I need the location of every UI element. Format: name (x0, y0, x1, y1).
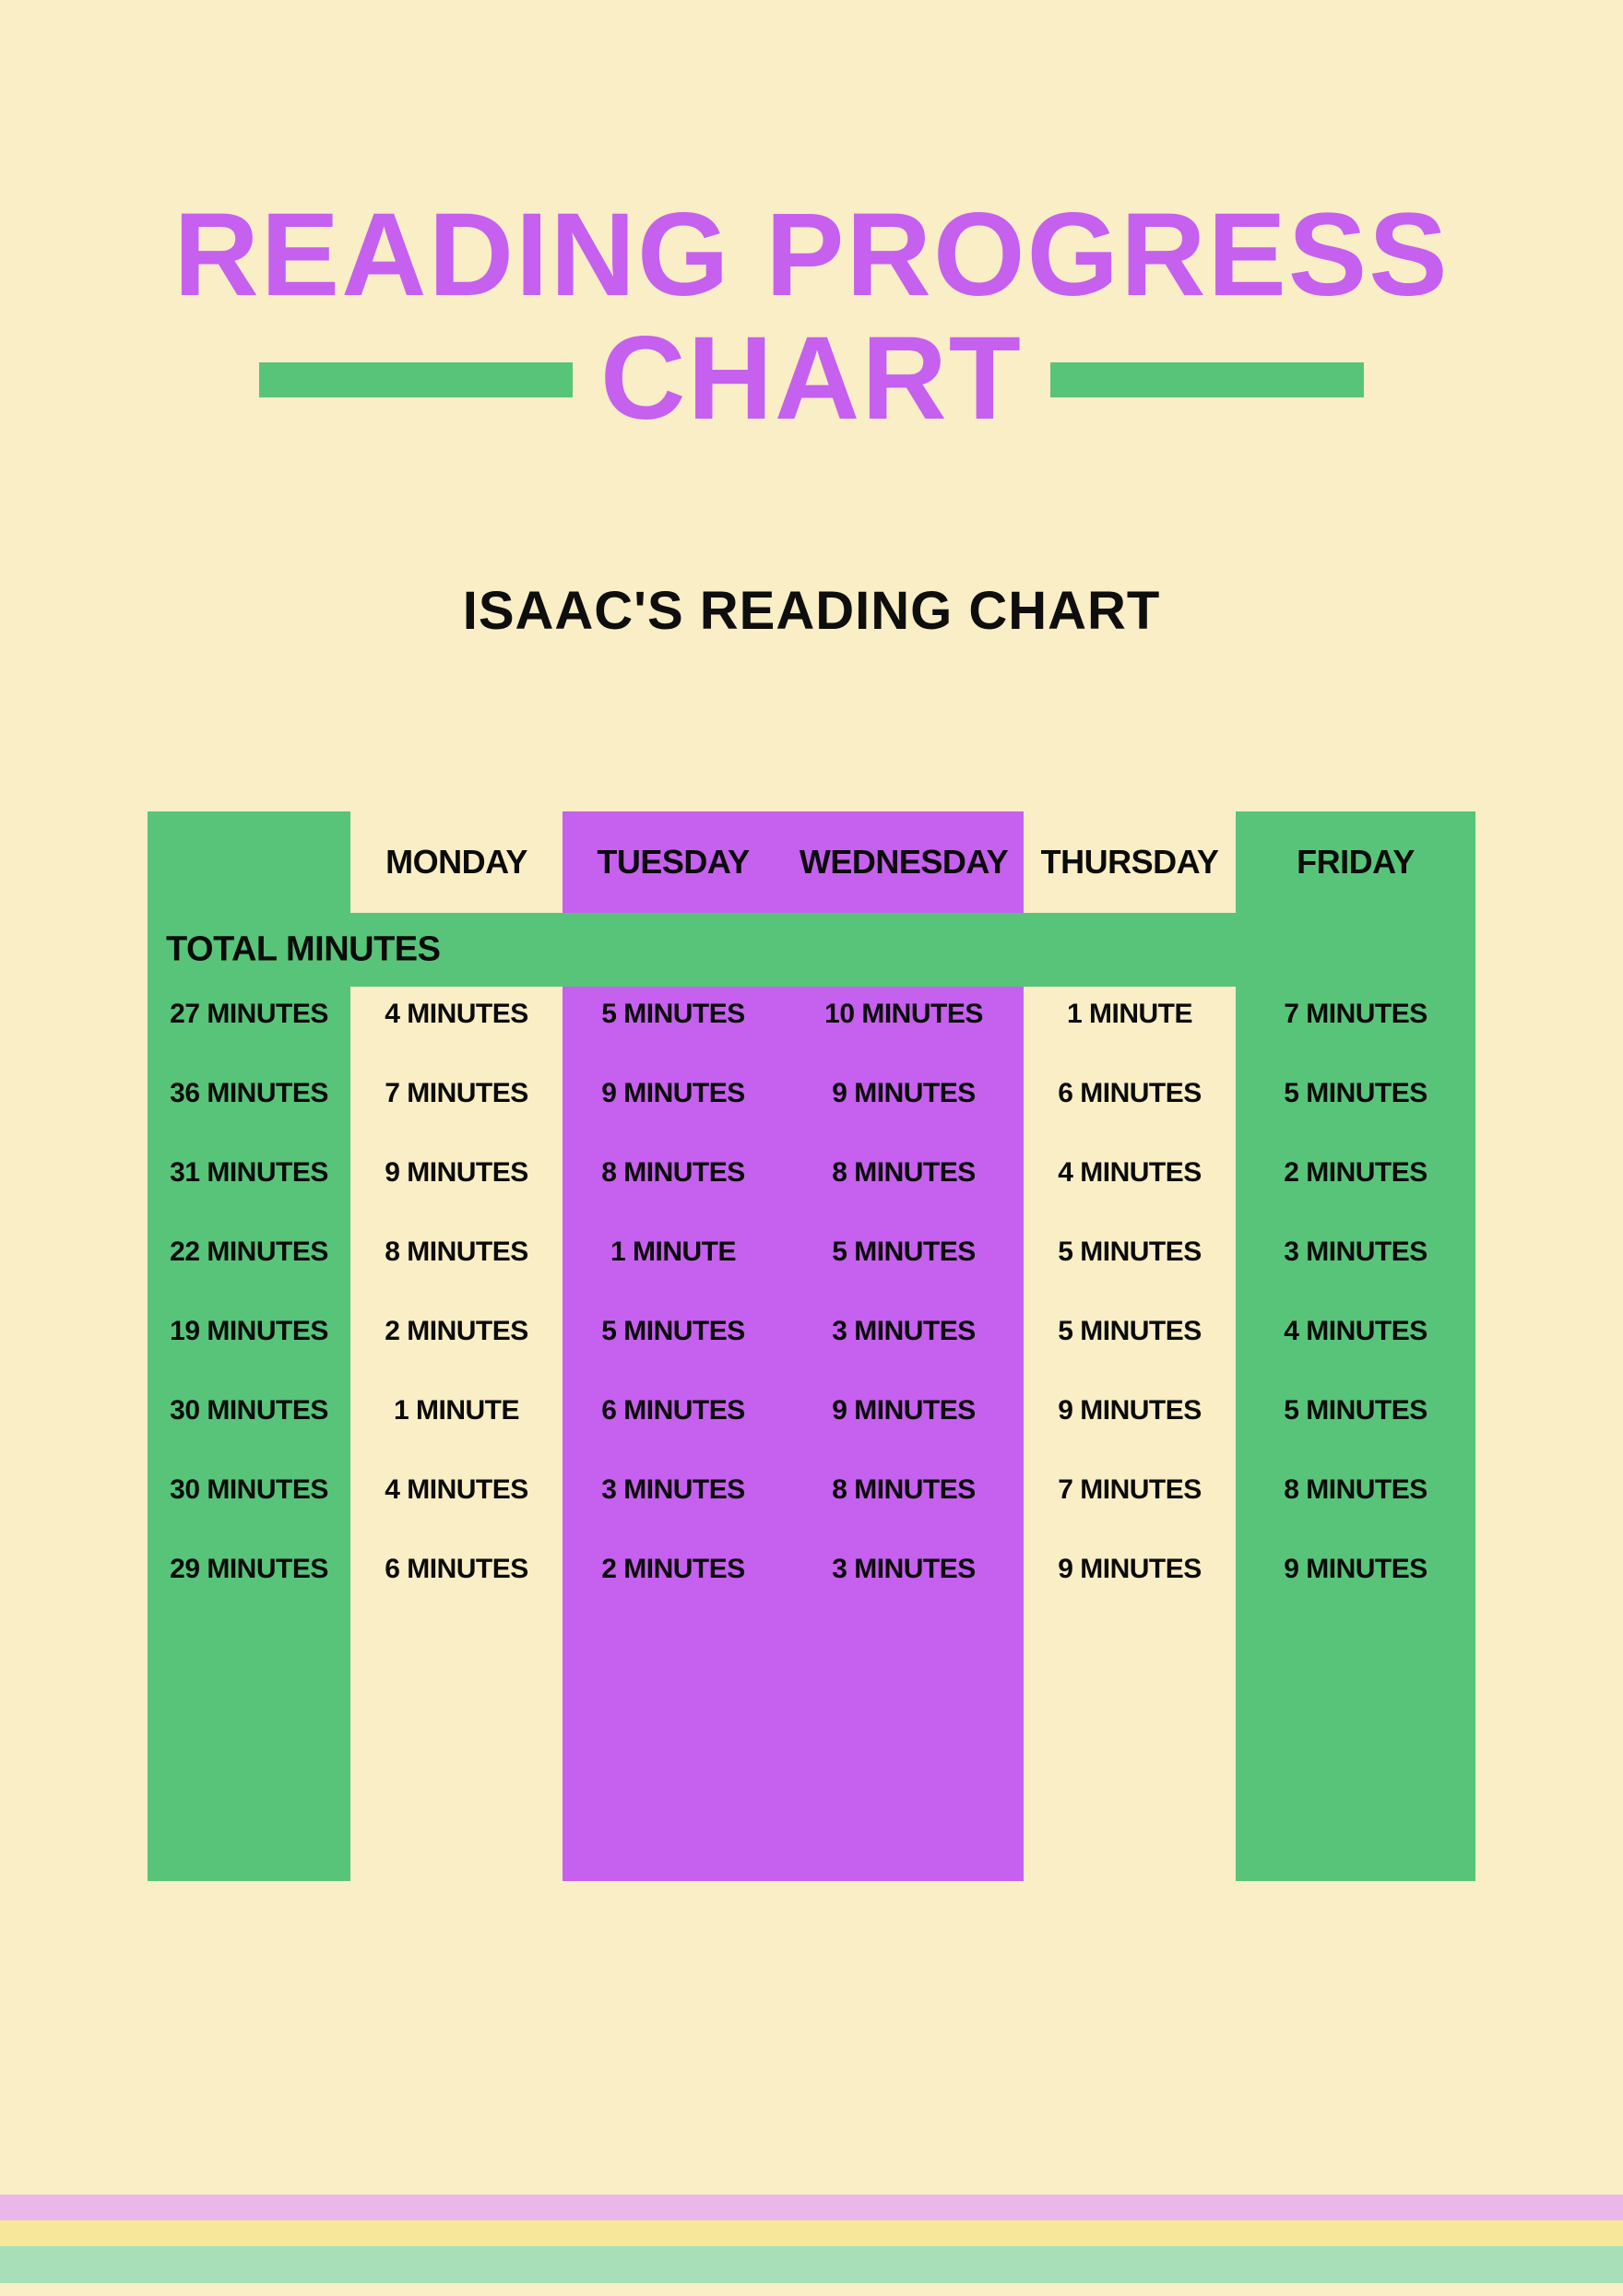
data-cell: 9 MINUTES (1284, 1554, 1428, 1585)
data-cell: 9 MINUTES (601, 1078, 745, 1109)
data-cell: 2 MINUTES (601, 1554, 745, 1585)
data-cell: 5 MINUTES (1058, 1237, 1202, 1268)
total-cell: 22 MINUTES (170, 1237, 328, 1268)
total-cell: 29 MINUTES (170, 1554, 328, 1585)
data-cell: 8 MINUTES (832, 1157, 976, 1189)
data-cell: 2 MINUTES (1284, 1157, 1428, 1189)
data-cell: 6 MINUTES (385, 1554, 528, 1585)
title-bar-left (259, 362, 573, 397)
data-cell: 8 MINUTES (385, 1237, 528, 1268)
data-cell: 9 MINUTES (832, 1078, 976, 1109)
total-cell: 27 MINUTES (170, 999, 328, 1030)
data-cell: 2 MINUTES (385, 1316, 528, 1347)
title-line-2-wrap: CHART (0, 317, 1623, 441)
data-cell: 1 MINUTE (1067, 999, 1192, 1030)
data-cell: 8 MINUTES (601, 1157, 745, 1189)
data-cell: 3 MINUTES (1284, 1237, 1428, 1268)
data-cell: 9 MINUTES (832, 1395, 976, 1426)
data-cell: 5 MINUTES (832, 1237, 976, 1268)
data-cell: 5 MINUTES (1284, 1395, 1428, 1426)
total-cell: 31 MINUTES (170, 1157, 328, 1189)
footer-stripe (0, 2246, 1623, 2283)
data-cell: 5 MINUTES (601, 1316, 745, 1347)
day-header: WEDNESDAY (800, 843, 1008, 882)
total-cell: 36 MINUTES (170, 1078, 328, 1109)
title-bar-right (1050, 362, 1364, 397)
data-cell: 4 MINUTES (1058, 1157, 1202, 1189)
data-cell: 7 MINUTES (385, 1078, 528, 1109)
title-line-1: READING PROGRESS (0, 194, 1623, 317)
total-minutes-label: TOTAL MINUTES (166, 930, 441, 970)
data-cell: 1 MINUTE (394, 1395, 519, 1426)
data-cell: 5 MINUTES (1284, 1078, 1428, 1109)
day-header: THURSDAY (1041, 843, 1219, 882)
data-cell: 8 MINUTES (832, 1474, 976, 1506)
data-cell: 4 MINUTES (1284, 1316, 1428, 1347)
data-cell: 3 MINUTES (601, 1474, 745, 1506)
data-cell: 6 MINUTES (1058, 1078, 1202, 1109)
data-cell: 6 MINUTES (601, 1395, 745, 1426)
data-cell: 3 MINUTES (832, 1316, 976, 1347)
footer-stripe (0, 2220, 1623, 2246)
total-cell: 19 MINUTES (170, 1316, 328, 1347)
data-cell: 8 MINUTES (1284, 1474, 1428, 1506)
main-title: READING PROGRESS CHART (0, 0, 1623, 442)
data-cell: 1 MINUTE (610, 1237, 736, 1268)
data-cell: 4 MINUTES (385, 1474, 528, 1506)
data-cell: 5 MINUTES (1058, 1316, 1202, 1347)
data-cell: 7 MINUTES (1284, 999, 1428, 1030)
data-cell: 4 MINUTES (385, 999, 528, 1030)
data-cell: 9 MINUTES (385, 1157, 528, 1189)
data-cell: 7 MINUTES (1058, 1474, 1202, 1506)
title-line-2: CHART (600, 317, 1023, 441)
day-header: FRIDAY (1297, 843, 1415, 882)
footer-stripe (0, 2195, 1623, 2220)
total-cell: 30 MINUTES (170, 1474, 328, 1506)
subtitle: ISAAC'S READING CHART (0, 580, 1623, 642)
data-cell: 9 MINUTES (1058, 1395, 1202, 1426)
data-cell: 3 MINUTES (832, 1554, 976, 1585)
day-header: MONDAY (385, 843, 527, 882)
data-cell: 5 MINUTES (601, 999, 745, 1030)
total-cell: 30 MINUTES (170, 1395, 328, 1426)
data-cell: 10 MINUTES (824, 999, 983, 1030)
data-cell: 9 MINUTES (1058, 1554, 1202, 1585)
reading-chart-table: MONDAY TUESDAY WEDNESDAY THURSDAY FRIDAY TOTA… (148, 811, 1475, 1881)
day-header: TUESDAY (597, 843, 749, 882)
